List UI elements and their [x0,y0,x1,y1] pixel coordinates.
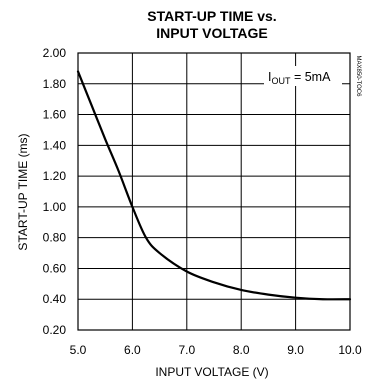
figure-code: MAX850-TOC6 [355,56,361,98]
series-line-0 [76,70,352,301]
y-tick-label-7: 1.60 [43,108,67,122]
annotation-iout: IOUT = 5mA [268,70,331,86]
x-tick-label-4: 9.0 [287,343,304,357]
series-group [76,70,352,301]
data-point-0-9 [240,289,242,291]
data-point-0-4 [131,206,133,208]
x-axis-label: INPUT VOLTAGE (V) [155,365,268,379]
data-point-0-6 [159,252,161,254]
data-point-0-2 [104,138,106,140]
data-point-0-5 [145,237,147,239]
annotation-main: I [268,70,271,84]
data-point-0-0 [77,70,79,73]
annotation-rest: = 5mA [290,70,331,84]
x-tick-label-2: 7.0 [178,343,195,357]
data-point-0-1 [91,104,93,106]
x-tick-label-0: 5.0 [70,343,87,357]
data-point-0-10 [267,294,269,296]
data-point-0-13 [349,298,351,300]
y-tick-label-3: 0.80 [43,231,67,245]
x-tick-label-5: 10.0 [338,343,362,357]
plot-frame [77,52,351,331]
y-tick-label-9: 2.00 [43,46,67,60]
y-tick-labels: 0.20 0.40 0.60 0.80 1.00 1.20 1.40 1.60 1.80 2.00 [43,46,67,337]
x-tick-label-1: 6.0 [124,343,141,357]
data-point-0-7 [186,270,188,273]
annotation-sub: OUT [271,76,291,86]
y-tick-label-4: 1.00 [43,200,67,214]
chart-title-line2: INPUT VOLTAGE [156,25,267,41]
x-tick-label-3: 8.0 [233,343,250,357]
y-tick-label-6: 1.40 [43,138,67,152]
y-tick-label-5: 1.20 [43,169,67,183]
y-tick-label-8: 1.80 [43,77,67,91]
y-axis-label: START-UP TIME (ms) [16,133,30,250]
y-tick-label-2: 0.60 [43,261,67,275]
y-tick-label-1: 0.40 [43,292,67,306]
y-tick-label-0: 0.20 [43,323,67,337]
grid [77,52,351,331]
chart-title-line1: START-UP TIME vs. [147,8,276,24]
x-tick-labels: 5.0 6.0 7.0 8.0 9.0 10.0 [70,343,362,357]
annotation-box: IOUT = 5mA [264,66,342,86]
data-point-0-8 [213,281,215,283]
data-point-0-11 [295,297,297,299]
data-point-0-12 [322,298,324,300]
data-point-0-3 [118,170,120,173]
